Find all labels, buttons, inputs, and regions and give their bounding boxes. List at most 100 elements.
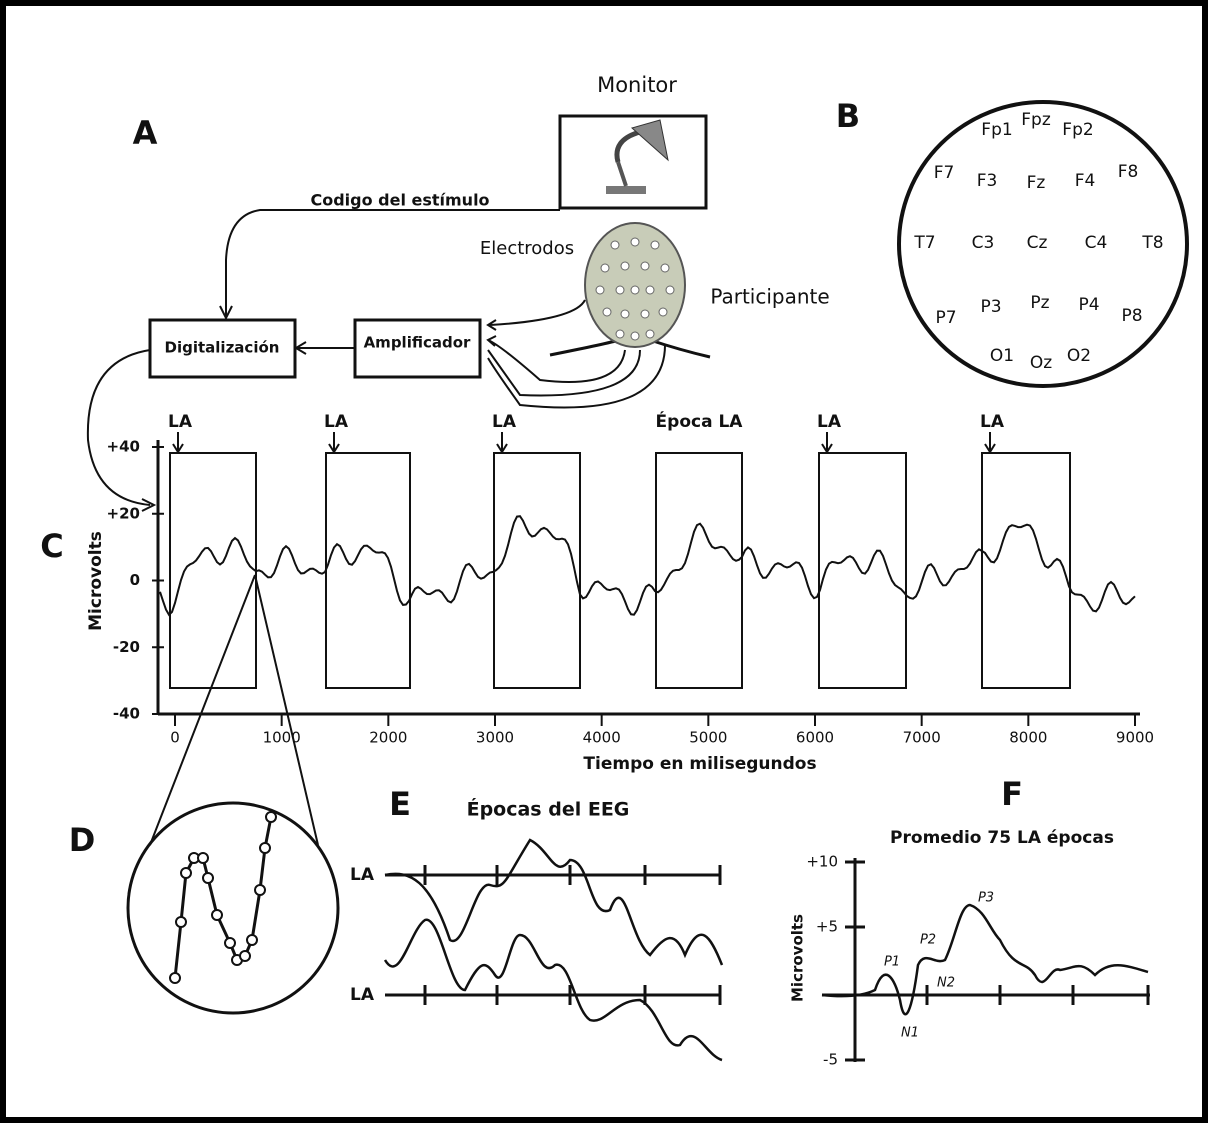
y-axis-label: Microvolts xyxy=(86,531,106,631)
participant-head xyxy=(549,222,711,359)
panel-label: E xyxy=(389,785,411,823)
electrode-label: T8 xyxy=(1141,233,1163,253)
sample-point xyxy=(265,811,277,823)
average-wave xyxy=(821,903,1149,1016)
component-label: N2 xyxy=(937,976,955,991)
marker-arrow xyxy=(172,432,184,454)
x-tick-label: 3000 xyxy=(476,729,514,747)
x-tick-label: 5000 xyxy=(689,729,727,747)
epoch-marker: LA xyxy=(817,412,842,432)
sample-point xyxy=(180,867,192,879)
x-tick-label: 9000 xyxy=(1116,729,1154,747)
participant-label: Participante xyxy=(710,285,829,309)
sample-point xyxy=(246,934,258,946)
zoom-lines xyxy=(149,574,319,846)
electrode-label: T7 xyxy=(913,233,935,253)
y-tick-label: +40 xyxy=(107,438,140,456)
electrode-label: O1 xyxy=(990,346,1014,366)
electrode-label: F3 xyxy=(977,171,998,191)
amplifier-label: Amplificador xyxy=(364,334,471,352)
electrode-label: Fpz xyxy=(1021,110,1051,130)
f-y-axis-label: Microvolts xyxy=(789,914,807,1002)
y-tick-label: 0 xyxy=(130,571,140,589)
component-label: P2 xyxy=(920,933,936,948)
x-axis-label: Tiempo en milisegundos xyxy=(583,754,816,774)
sample-point xyxy=(169,972,181,984)
panel-label: B xyxy=(836,97,860,135)
electrode-label: Pz xyxy=(1030,293,1049,313)
electrode-label: O2 xyxy=(1067,346,1091,366)
sample-point xyxy=(224,937,236,949)
epoch-wave xyxy=(383,918,723,1062)
panel-label: A xyxy=(133,114,158,152)
digitization-label: Digitalización xyxy=(165,339,280,357)
sample-point xyxy=(239,950,251,962)
electrode-label: Oz xyxy=(1030,353,1052,373)
component-label: N1 xyxy=(901,1026,919,1041)
monitor xyxy=(558,114,708,210)
y-tick-label: +20 xyxy=(107,504,140,522)
panel-label: D xyxy=(69,821,96,859)
epoch-marker: LA xyxy=(492,412,517,432)
electrode-label: F8 xyxy=(1118,162,1139,182)
electrode-label: P8 xyxy=(1121,306,1142,326)
eeg-trace xyxy=(159,515,1136,617)
epoch-marker: LA xyxy=(324,412,349,432)
component-label: P1 xyxy=(884,955,900,970)
sample-point xyxy=(259,842,271,854)
electrode-label: Fp1 xyxy=(981,120,1012,140)
f-y-tick-label: +10 xyxy=(806,853,838,871)
digitization-box xyxy=(148,318,297,379)
epoch-label: LA xyxy=(350,865,375,885)
f-y-tick-label: -5 xyxy=(823,1051,838,1069)
f-y-tick-label: +5 xyxy=(816,918,838,936)
x-tick-label: 7000 xyxy=(903,729,941,747)
electrodes-label: Electrodos xyxy=(480,238,574,259)
electrode-label: F4 xyxy=(1075,171,1096,191)
electrode-label: Fp2 xyxy=(1062,120,1093,140)
component-label: P3 xyxy=(978,891,994,906)
connection-lines xyxy=(86,209,666,512)
epoch-wave xyxy=(384,838,724,966)
epoch-box xyxy=(818,452,907,689)
epoch-label: LA xyxy=(350,985,375,1005)
sample-point xyxy=(175,916,187,928)
epoch-marker: LA xyxy=(980,412,1005,432)
epoch-marker: Época LA xyxy=(656,410,744,432)
amplifier-box xyxy=(353,318,482,379)
epoch-box xyxy=(981,452,1071,689)
zoom-circle xyxy=(126,801,340,1015)
epoch-marker: LA xyxy=(168,412,193,432)
marker-arrow xyxy=(984,432,996,454)
lamp-icon xyxy=(606,119,669,194)
electrode-label: P3 xyxy=(980,297,1001,317)
x-tick-label: 1000 xyxy=(263,729,301,747)
x-tick-label: 8000 xyxy=(1009,729,1047,747)
electrode-label: P4 xyxy=(1078,295,1099,315)
electrode-label: P7 xyxy=(935,308,956,328)
epochs-title: Épocas del EEG xyxy=(467,798,630,821)
stimulus-code-label: Codigo del estímulo xyxy=(310,191,489,210)
electrode-label: Fz xyxy=(1027,173,1046,193)
monitor-label: Monitor xyxy=(597,73,677,97)
sample-point xyxy=(197,852,209,864)
electrode-label: F7 xyxy=(934,163,955,183)
sample-point xyxy=(202,872,214,884)
y-tick-label: -40 xyxy=(113,705,140,723)
y-tick-label: -20 xyxy=(113,638,140,656)
sample-point xyxy=(254,884,266,896)
x-tick-label: 4000 xyxy=(583,729,621,747)
marker-arrow xyxy=(328,432,340,454)
sample-point xyxy=(211,909,223,921)
x-tick-label: 2000 xyxy=(369,729,407,747)
x-tick-label: 0 xyxy=(170,729,180,747)
electrode-label: C4 xyxy=(1085,233,1108,253)
epoch-box xyxy=(655,452,743,689)
panel-label: C xyxy=(40,527,63,565)
panel-label: F xyxy=(1001,775,1023,813)
electrode-label: Cz xyxy=(1027,233,1048,253)
electrode-map xyxy=(897,100,1189,388)
marker-arrow xyxy=(821,432,833,454)
electrode-label: C3 xyxy=(972,233,995,253)
